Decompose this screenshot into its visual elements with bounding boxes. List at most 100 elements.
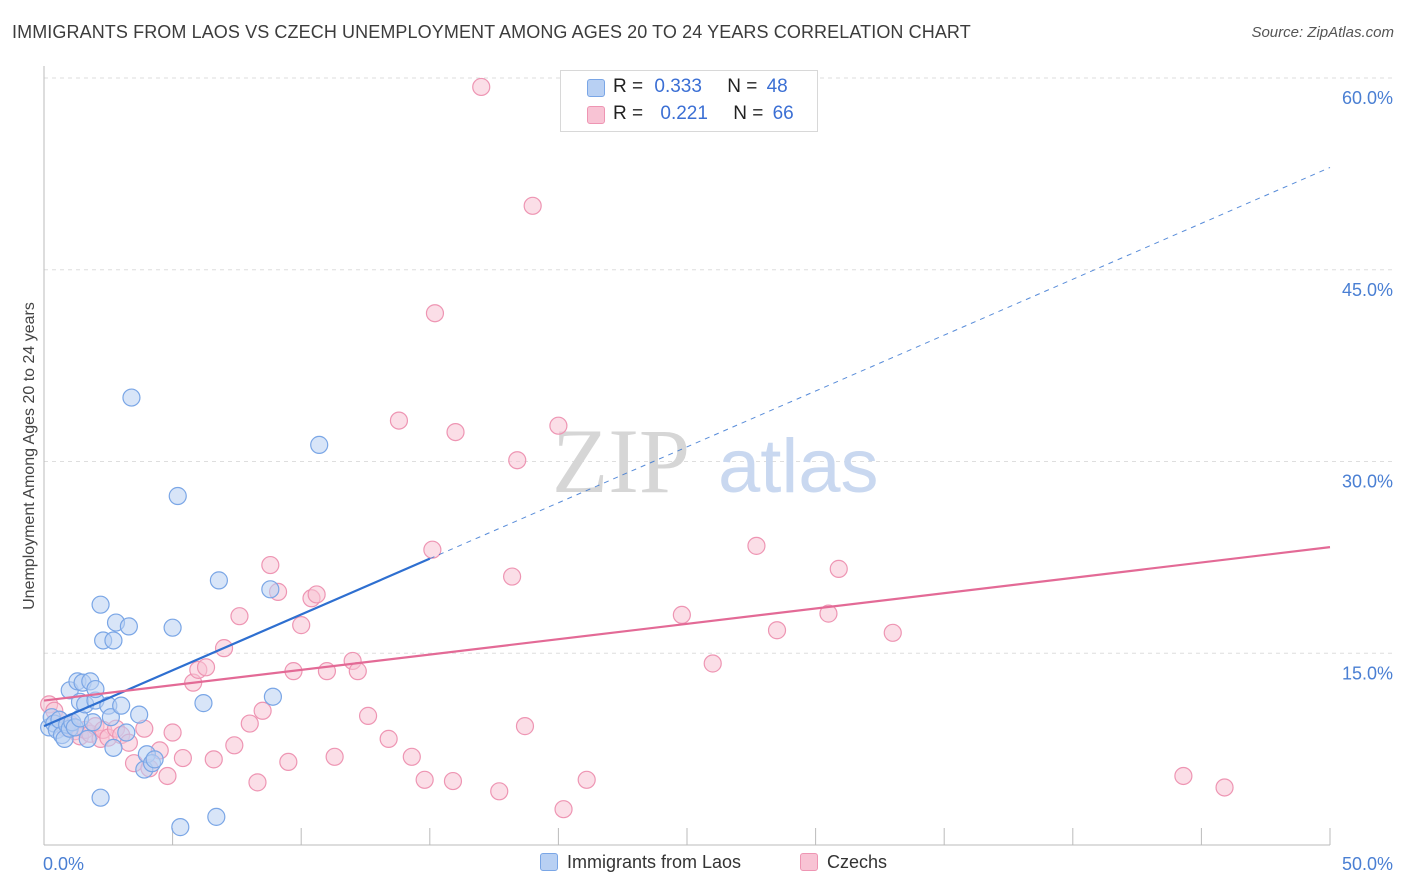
- legend-row-czechs: R = 0.221 N = 66: [587, 103, 794, 125]
- data-point: [171, 818, 190, 837]
- data-point: [117, 723, 136, 742]
- data-point: [145, 750, 164, 769]
- data-point: [379, 729, 398, 748]
- data-point: [209, 571, 228, 590]
- data-point: [446, 422, 465, 442]
- data-point: [91, 788, 110, 807]
- data-point: [104, 738, 123, 757]
- legend-r-value-czechs: 0.221: [660, 103, 708, 124]
- data-point: [173, 748, 192, 768]
- data-point: [292, 616, 311, 635]
- y-tick-label: 45.0%: [1342, 280, 1393, 300]
- data-point: [747, 536, 766, 555]
- legend-swatch-laos: [587, 79, 605, 97]
- legend-swatch-czechs: [587, 106, 605, 124]
- data-point: [348, 662, 367, 681]
- data-point: [490, 782, 509, 801]
- data-point: [240, 714, 259, 733]
- data-point: [325, 747, 344, 766]
- data-point: [230, 607, 249, 626]
- x-tick-label: 50.0%: [1342, 854, 1393, 874]
- data-point: [168, 486, 187, 506]
- data-point: [307, 585, 326, 604]
- legend-r-value-laos: 0.333: [654, 76, 702, 97]
- data-point: [104, 631, 123, 650]
- data-point: [515, 717, 535, 736]
- data-point: [279, 752, 298, 772]
- data-point: [767, 621, 787, 640]
- data-point: [101, 708, 120, 727]
- data-point: [402, 747, 421, 766]
- legend-r-label-laos: R =: [613, 76, 644, 97]
- data-point: [253, 701, 272, 720]
- data-point: [819, 604, 838, 623]
- legend-n-value-czechs: 66: [772, 103, 794, 124]
- gridlines: [44, 77, 1392, 654]
- data-point: [204, 750, 223, 769]
- data-point: [163, 618, 182, 637]
- data-point: [425, 304, 445, 323]
- data-point: [523, 196, 542, 215]
- data-point: [554, 800, 573, 819]
- legend-n-value-laos: 48: [766, 76, 788, 97]
- trend-line: [43, 546, 1331, 702]
- data-point: [415, 770, 434, 789]
- data-point: [703, 654, 722, 673]
- data-point: [91, 595, 110, 614]
- bottom-legend-laos: Immigrants from Laos: [540, 852, 741, 873]
- legend-row-laos: R = 0.333 N = 48: [587, 76, 788, 98]
- data-point: [577, 770, 596, 789]
- data-point: [194, 694, 213, 713]
- watermark-zip: ZIP: [552, 410, 690, 512]
- data-point: [83, 713, 102, 732]
- data-point: [549, 416, 568, 435]
- bottom-legend-label-laos: Immigrants from Laos: [567, 852, 742, 872]
- source-label: Source: ZipAtlas.com: [1251, 24, 1394, 41]
- data-point: [443, 771, 463, 791]
- legend-r-label-czechs: R =: [613, 103, 644, 124]
- data-point: [119, 617, 138, 636]
- data-point: [423, 540, 442, 559]
- data-point: [196, 658, 216, 677]
- data-point: [248, 773, 267, 792]
- data-point: [1174, 766, 1193, 786]
- y-tick-label: 15.0%: [1342, 663, 1393, 683]
- data-point: [130, 705, 149, 724]
- data-point: [503, 567, 522, 586]
- data-point: [261, 580, 280, 599]
- trend-lines: [43, 167, 1331, 728]
- data-point: [672, 605, 691, 625]
- trend-line-extension: [429, 167, 1331, 560]
- data-point: [508, 451, 527, 470]
- data-point: [78, 729, 97, 748]
- data-point: [261, 555, 280, 575]
- data-points: [40, 77, 1234, 837]
- data-point: [829, 559, 848, 578]
- x-tick-label: 0.0%: [43, 854, 84, 874]
- y-tick-label: 30.0%: [1342, 472, 1393, 492]
- bottom-legend-czechs: Czechs: [800, 852, 887, 873]
- data-point: [112, 696, 131, 715]
- data-point: [158, 766, 177, 786]
- data-point: [389, 411, 409, 430]
- bottom-legend-swatch-czechs: [800, 853, 818, 871]
- data-point: [225, 736, 244, 755]
- data-point: [883, 623, 902, 642]
- bottom-legend-label-czechs: Czechs: [827, 852, 888, 872]
- data-point: [163, 723, 182, 742]
- data-point: [207, 807, 226, 826]
- legend-n-label-czechs: N =: [733, 103, 764, 124]
- data-point: [310, 435, 329, 454]
- y-tick-label: 60.0%: [1342, 88, 1393, 108]
- watermark: ZIP atlas: [552, 410, 879, 512]
- data-point: [1215, 778, 1234, 797]
- watermark-atlas: atlas: [718, 424, 879, 509]
- chart-title: IMMIGRANTS FROM LAOS VS CZECH UNEMPLOYME…: [12, 22, 971, 42]
- data-point: [263, 687, 283, 706]
- data-point: [472, 77, 491, 97]
- trend-line: [43, 557, 431, 728]
- correlation-legend: R = 0.333 N = 48 R = 0.221 N = 66: [560, 70, 818, 132]
- data-point: [358, 706, 378, 725]
- legend-n-label-laos: N =: [727, 76, 758, 97]
